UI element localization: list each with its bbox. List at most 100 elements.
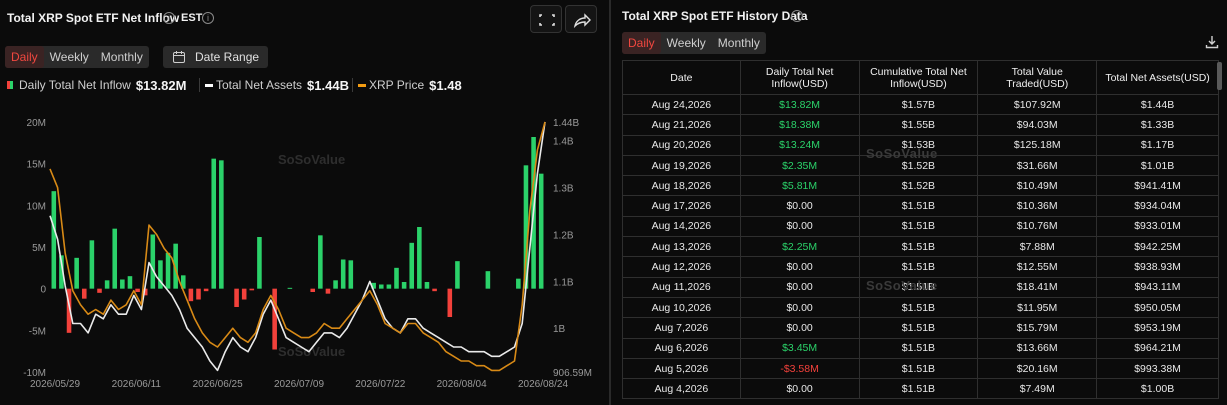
y-right-tick-label: 1B (553, 324, 566, 335)
table-row: Aug 13,2026 $2.25M $1.51B $7.88M $942.25M (622, 236, 1219, 258)
inflow-bar (386, 284, 392, 289)
inflow-bar (135, 288, 140, 292)
fullscreen-icon (539, 14, 555, 26)
y-left-tick-label: 15M (27, 160, 46, 171)
chart-title: Total XRP Spot ETF Net Inflow (7, 11, 180, 25)
y-right-tick-label: 1.4B (553, 137, 574, 148)
table-cell: $0.00 (739, 215, 860, 238)
legend-divider (199, 78, 200, 92)
info-icon[interactable]: i (791, 10, 803, 22)
x-tick-label: 2026/06/25 (193, 379, 243, 390)
legend-label: XRP Price (369, 78, 425, 92)
tab-weekly[interactable]: Weekly (666, 36, 706, 50)
inflow-bar (158, 260, 163, 289)
info-icon[interactable]: i (163, 12, 175, 24)
y-left-tick-label: 0 (40, 285, 46, 296)
y-right-tick-label: 1.44B (553, 118, 579, 129)
table-cell: $0.00 (739, 276, 860, 298)
table-cell: $20.16M (977, 357, 1098, 380)
legend-divider (352, 78, 353, 92)
tab-daily[interactable]: Daily (622, 32, 661, 54)
y-right-tick-label: 1.2B (553, 230, 574, 241)
table-cell: $15.79M (977, 317, 1098, 339)
date-range-label: Date Range (195, 50, 260, 64)
table-scrollbar[interactable] (1217, 62, 1222, 90)
inflow-bar (333, 280, 338, 289)
table-row: Aug 14,2026 $0.00 $1.51B $10.76M $933.01M (622, 215, 1219, 238)
table-cell: -$3.58M (739, 357, 860, 380)
table-cell: $1.44B (1096, 93, 1219, 116)
table-cell: $94.03M (977, 114, 1098, 136)
legend-value: $13.82M (135, 77, 187, 93)
legend-xrp-price[interactable]: XRP Price $1.48 (358, 76, 462, 94)
inflow-bar (59, 255, 64, 289)
column-header-date: Date (622, 60, 741, 95)
inflow-bar (74, 257, 79, 289)
inflow-bar (81, 288, 87, 299)
table-cell: $107.92M (977, 93, 1098, 116)
inflow-bar (409, 242, 415, 289)
x-tick-label: 2026/08/04 (437, 379, 487, 390)
tab-monthly[interactable]: Monthly (100, 50, 143, 64)
legend-swatch-white (205, 83, 213, 87)
table-cell: Aug 14,2026 (622, 215, 741, 238)
net-assets-line (49, 121, 546, 372)
inflow-bar (432, 288, 437, 292)
y-axis-left: 20M 15M 10M 5M 0 -5M -10M (23, 118, 46, 379)
tab-monthly[interactable]: Monthly (717, 36, 760, 50)
legend-label: Total Net Assets (216, 78, 303, 92)
legend-net-inflow[interactable]: Daily Total Net Inflow $13.82M (7, 76, 186, 94)
chart-watermark: SoSoValue SoSoValue (278, 152, 345, 359)
inflow-bar (538, 173, 544, 289)
table-cell: Aug 5,2026 (622, 357, 741, 380)
table-row: Aug 11,2026 $0.00 $1.51B $18.41M $943.11M (622, 276, 1219, 298)
table-cell: $12.55M (977, 256, 1098, 278)
calendar-icon (173, 51, 185, 63)
table-cell: $1.51B (858, 378, 979, 400)
inflow-bar (203, 288, 209, 292)
table-cell: Aug 12,2026 (622, 256, 741, 278)
table-cell: $0.00 (739, 296, 860, 319)
history-table: Date Daily Total Net Inflow(USD) Cumulat… (622, 60, 1219, 400)
column-header-cumulative-inflow: Cumulative Total Net Inflow(USD) (858, 60, 979, 95)
tab-daily[interactable]: Daily (5, 46, 44, 68)
table-cell: $934.04M (1096, 195, 1219, 217)
date-range-button[interactable]: Date Range (163, 46, 268, 68)
tab-weekly[interactable]: Weekly (49, 50, 89, 64)
timezone-info-icon[interactable]: i (202, 12, 214, 24)
share-button[interactable] (565, 5, 597, 33)
table-row: Aug 7,2026 $0.00 $1.51B $15.79M $953.19M (622, 317, 1219, 339)
table-cell: Aug 17,2026 (622, 195, 741, 217)
inflow-bar (165, 252, 171, 289)
table-row: Aug 4,2026 $0.00 $1.51B $7.49M $1.00B (622, 378, 1219, 400)
table-row: Aug 5,2026 -$3.58M $1.51B $20.16M $993.38M (622, 357, 1219, 380)
inflow-bars (51, 137, 544, 350)
inflow-bar (180, 275, 186, 289)
x-tick-label: 2026/08/24 (518, 379, 568, 390)
inflow-bar (97, 288, 102, 293)
table-cell: $1.57B (858, 93, 979, 116)
table-cell: $1.00B (1096, 378, 1219, 400)
history-period-tabs: Daily Weekly Monthly (622, 32, 766, 54)
table-watermark: SoSoValue (866, 278, 938, 293)
y-left-tick-label: -10M (23, 368, 46, 379)
table-cell: $1.51B (858, 215, 979, 238)
inflow-bar (234, 288, 239, 307)
table-cell: $942.25M (1096, 236, 1219, 258)
inflow-bar (401, 282, 407, 289)
inflow-bar (249, 288, 255, 291)
table-cell: $1.51B (858, 236, 979, 258)
table-cell: $1.51B (858, 256, 979, 278)
legend-value: $1.44B (307, 77, 349, 93)
table-body: Aug 24,2026 $13.82M $1.57B $107.92M $1.44B Au… (622, 93, 1219, 400)
inflow-bar (211, 158, 217, 289)
table-cell: $125.18M (977, 134, 1098, 156)
chart-period-tabs: Daily Weekly Monthly (5, 46, 149, 68)
y-right-tick-label: 1.1B (553, 277, 574, 288)
download-icon[interactable] (1205, 35, 1219, 49)
legend-net-assets[interactable]: Total Net Assets $1.44B (205, 76, 349, 94)
table-cell: Aug 10,2026 (622, 296, 741, 319)
y-right-tick-label: 906.59M (553, 368, 592, 379)
fullscreen-button[interactable] (530, 5, 562, 33)
x-tick-label: 2026/07/22 (355, 379, 405, 390)
